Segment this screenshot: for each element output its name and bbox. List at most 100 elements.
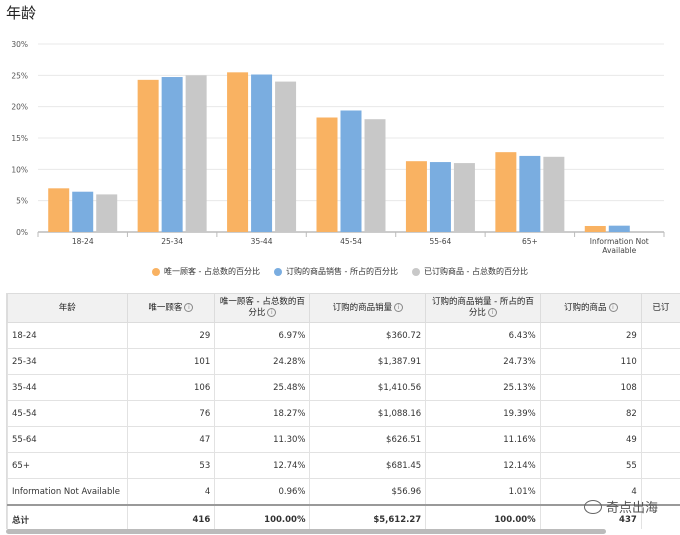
table-cell bbox=[640, 426, 680, 453]
table-cell: $56.96 bbox=[309, 478, 427, 506]
table-cell: 110 bbox=[539, 348, 642, 375]
legend-label: 订购的商品销售 - 所占的百分比 bbox=[286, 267, 398, 276]
watermark: 奇点出海 bbox=[583, 497, 658, 516]
y-tick-label: 15% bbox=[11, 134, 28, 143]
info-icon[interactable]: i bbox=[394, 302, 404, 312]
table-cell: 24.28% bbox=[214, 348, 311, 375]
column-header[interactable]: 年龄 bbox=[7, 293, 128, 323]
x-tick-label: 18-24 bbox=[72, 237, 94, 246]
table-cell: 1.01% bbox=[425, 478, 541, 506]
y-tick-label: 30% bbox=[11, 40, 28, 49]
table-cell: 总计 bbox=[7, 504, 128, 529]
x-tick-label: 35-44 bbox=[251, 237, 273, 246]
column-header[interactable]: 已订 bbox=[640, 293, 680, 323]
table-cell: 11.30% bbox=[214, 426, 311, 453]
table-cell: 29 bbox=[539, 322, 642, 349]
column-header[interactable]: 唯一顾客 - 占总数的百分比 i bbox=[214, 293, 311, 323]
total-row: 总计 416 100.00% $5,612.27 100.00% 437 bbox=[7, 504, 680, 529]
column-header[interactable]: 订购的商品 i bbox=[539, 293, 642, 323]
table-cell: 100.00% bbox=[214, 504, 311, 529]
horizontal-scrollbar[interactable] bbox=[6, 529, 606, 534]
table-cell: $360.72 bbox=[309, 322, 427, 349]
table-cell: 11.16% bbox=[425, 426, 541, 453]
table-cell: 18.27% bbox=[214, 400, 311, 427]
column-header[interactable]: 唯一顾客 i bbox=[126, 293, 216, 323]
table-cell: 55 bbox=[539, 452, 642, 479]
table-cell bbox=[640, 374, 680, 401]
table-row: 65+ 53 12.74% $681.45 12.14% 55 bbox=[7, 452, 680, 479]
bar bbox=[316, 117, 338, 232]
table-row: Information Not Available 4 0.96% $56.96 1.0… bbox=[7, 478, 680, 506]
info-icon[interactable]: i bbox=[267, 308, 277, 317]
column-header[interactable]: 订购的商品销量 - 所占的百分比 i bbox=[425, 293, 541, 323]
column-header-label: 订购的商品销量 bbox=[332, 302, 393, 313]
table-cell: 24.73% bbox=[425, 348, 541, 375]
table-cell: 6.43% bbox=[425, 322, 541, 349]
table-cell: 82 bbox=[539, 400, 642, 427]
y-tick-label: 10% bbox=[11, 165, 28, 174]
column-header-label: 订购的商品 bbox=[563, 302, 607, 313]
legend-swatch bbox=[274, 267, 282, 276]
table-cell: 76 bbox=[126, 400, 216, 427]
y-tick-label: 0% bbox=[16, 228, 28, 237]
age-table: 年龄 唯一顾客 i 唯一顾客 - 占总数的百分比 i 订购的商品销量 i 订购的商品销量 - … bbox=[7, 293, 680, 529]
info-icon[interactable]: i bbox=[608, 302, 618, 312]
legend-item[interactable]: 订购的商品销售 - 所占的百分比 bbox=[274, 266, 398, 277]
watermark-text: 奇点出海 bbox=[605, 501, 658, 516]
bar bbox=[453, 163, 475, 232]
bar bbox=[495, 152, 517, 232]
table-cell: 101 bbox=[126, 348, 216, 375]
table-row: 55-64 47 11.30% $626.51 11.16% 49 bbox=[7, 426, 680, 453]
column-header-label: 唯一顾客 bbox=[148, 302, 183, 313]
bar bbox=[608, 225, 630, 232]
legend-label: 唯一顾客 - 占总数的百分比 bbox=[164, 267, 260, 276]
info-icon[interactable]: i bbox=[184, 302, 194, 312]
table-cell: $681.45 bbox=[309, 452, 427, 479]
table-cell: $5,612.27 bbox=[309, 504, 427, 529]
bar bbox=[96, 194, 118, 232]
info-icon[interactable]: i bbox=[487, 308, 497, 317]
wechat-icon bbox=[583, 499, 602, 514]
column-header-label: 订购的商品销量 - 所占的百分比 bbox=[431, 297, 534, 318]
table-cell: 0.96% bbox=[214, 478, 311, 506]
table-cell: $1,088.16 bbox=[309, 400, 427, 427]
column-header[interactable]: 订购的商品销量 i bbox=[309, 293, 427, 323]
page-title: 年龄 bbox=[6, 4, 37, 22]
column-header-label: 唯一顾客 - 占总数的百分比 bbox=[219, 297, 305, 318]
bar bbox=[275, 81, 297, 232]
table-cell: 19.39% bbox=[425, 400, 541, 427]
table-cell: 416 bbox=[126, 504, 216, 529]
bar bbox=[584, 225, 606, 232]
column-header-label: 年龄 bbox=[58, 302, 76, 313]
table-cell: 12.74% bbox=[214, 452, 311, 479]
table-cell: 29 bbox=[126, 322, 216, 349]
table-cell bbox=[640, 322, 680, 349]
table-cell: $626.51 bbox=[309, 426, 427, 453]
table-cell: 65+ bbox=[7, 452, 128, 479]
bar bbox=[161, 77, 183, 232]
table-cell: 25-34 bbox=[7, 348, 128, 375]
table-cell: 106 bbox=[126, 374, 216, 401]
table-row: 45-54 76 18.27% $1,088.16 19.39% 82 bbox=[7, 400, 680, 427]
table-cell: 18-24 bbox=[7, 322, 128, 349]
table-row: 25-34 101 24.28% $1,387.91 24.73% 110 bbox=[7, 348, 680, 375]
bar bbox=[429, 162, 451, 232]
bar bbox=[364, 119, 386, 232]
table-header-row: 年龄 唯一顾客 i 唯一顾客 - 占总数的百分比 i 订购的商品销量 i 订购的商品销量 - … bbox=[7, 293, 680, 323]
y-tick-label: 5% bbox=[16, 197, 28, 206]
legend-item[interactable]: 已订购商品 - 占总数的百分比 bbox=[411, 266, 528, 277]
table-cell: 100.00% bbox=[425, 504, 541, 529]
table-row: 35-44 106 25.48% $1,410.56 25.13% 108 bbox=[7, 374, 680, 401]
table-cell: 35-44 bbox=[7, 374, 128, 401]
table-cell: 6.97% bbox=[214, 322, 311, 349]
bar bbox=[137, 79, 159, 232]
x-tick-label: Available bbox=[602, 246, 636, 255]
legend-item[interactable]: 唯一顾客 - 占总数的百分比 bbox=[152, 266, 260, 277]
table-cell: 47 bbox=[126, 426, 216, 453]
table-cell: $1,410.56 bbox=[309, 374, 427, 401]
chart-legend: 唯一顾客 - 占总数的百分比 订购的商品销售 - 所占的百分比 已订购商品 - 占总… bbox=[0, 266, 680, 277]
bar bbox=[72, 191, 94, 232]
bar bbox=[543, 156, 565, 232]
x-tick-label: 65+ bbox=[522, 237, 538, 246]
table-cell: 25.13% bbox=[425, 374, 541, 401]
